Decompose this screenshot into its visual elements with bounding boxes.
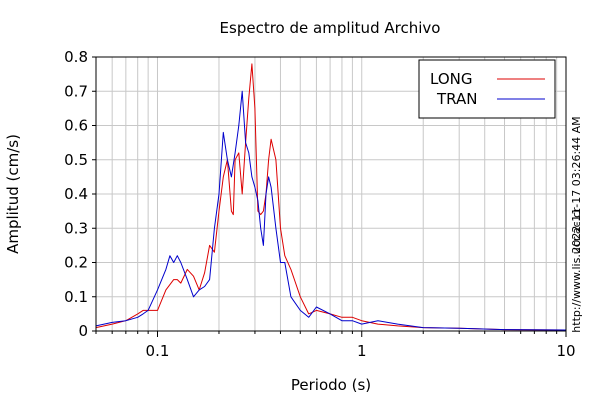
y-tick-label: 0.6 <box>64 117 88 135</box>
y-tick-label: 0.7 <box>64 82 88 100</box>
x-tick-label: 10 <box>556 342 575 360</box>
y-tick-label: 0.2 <box>64 254 88 272</box>
axis-ticks: 0 0.1 0.2 0.3 0.4 0.5 0.6 0.7 0.8 0.1 1 10 <box>64 48 575 360</box>
x-tick-label: 1 <box>357 342 367 360</box>
y-tick-label: 0.4 <box>64 185 88 203</box>
series-line-long <box>95 63 567 331</box>
y-tick-label: 0.3 <box>64 219 88 237</box>
url-annotation: http://www.lis.ucr.ac.cr <box>570 207 583 333</box>
legend-box <box>418 59 556 119</box>
y-axis-label: Amplitud (cm/s) <box>4 134 22 254</box>
x-tick-label: 0.1 <box>146 342 170 360</box>
y-tick-label: 0 <box>78 322 88 340</box>
y-tick-label: 0.5 <box>64 151 88 169</box>
x-axis-label: Periodo (s) <box>291 376 371 394</box>
y-tick-label: 0.8 <box>64 48 88 66</box>
data-series <box>95 63 567 331</box>
timestamp-annotation: 2022-11-17 03:26:44 AM <box>570 116 583 253</box>
legend: LONG TRAN <box>418 59 556 119</box>
series-line-tran <box>95 90 567 331</box>
legend-label-long: LONG <box>430 70 472 88</box>
chart-title: Espectro de amplitud Archivo <box>220 19 441 37</box>
y-tick-label: 0.1 <box>64 288 88 306</box>
legend-label-tran: TRAN <box>436 90 477 108</box>
